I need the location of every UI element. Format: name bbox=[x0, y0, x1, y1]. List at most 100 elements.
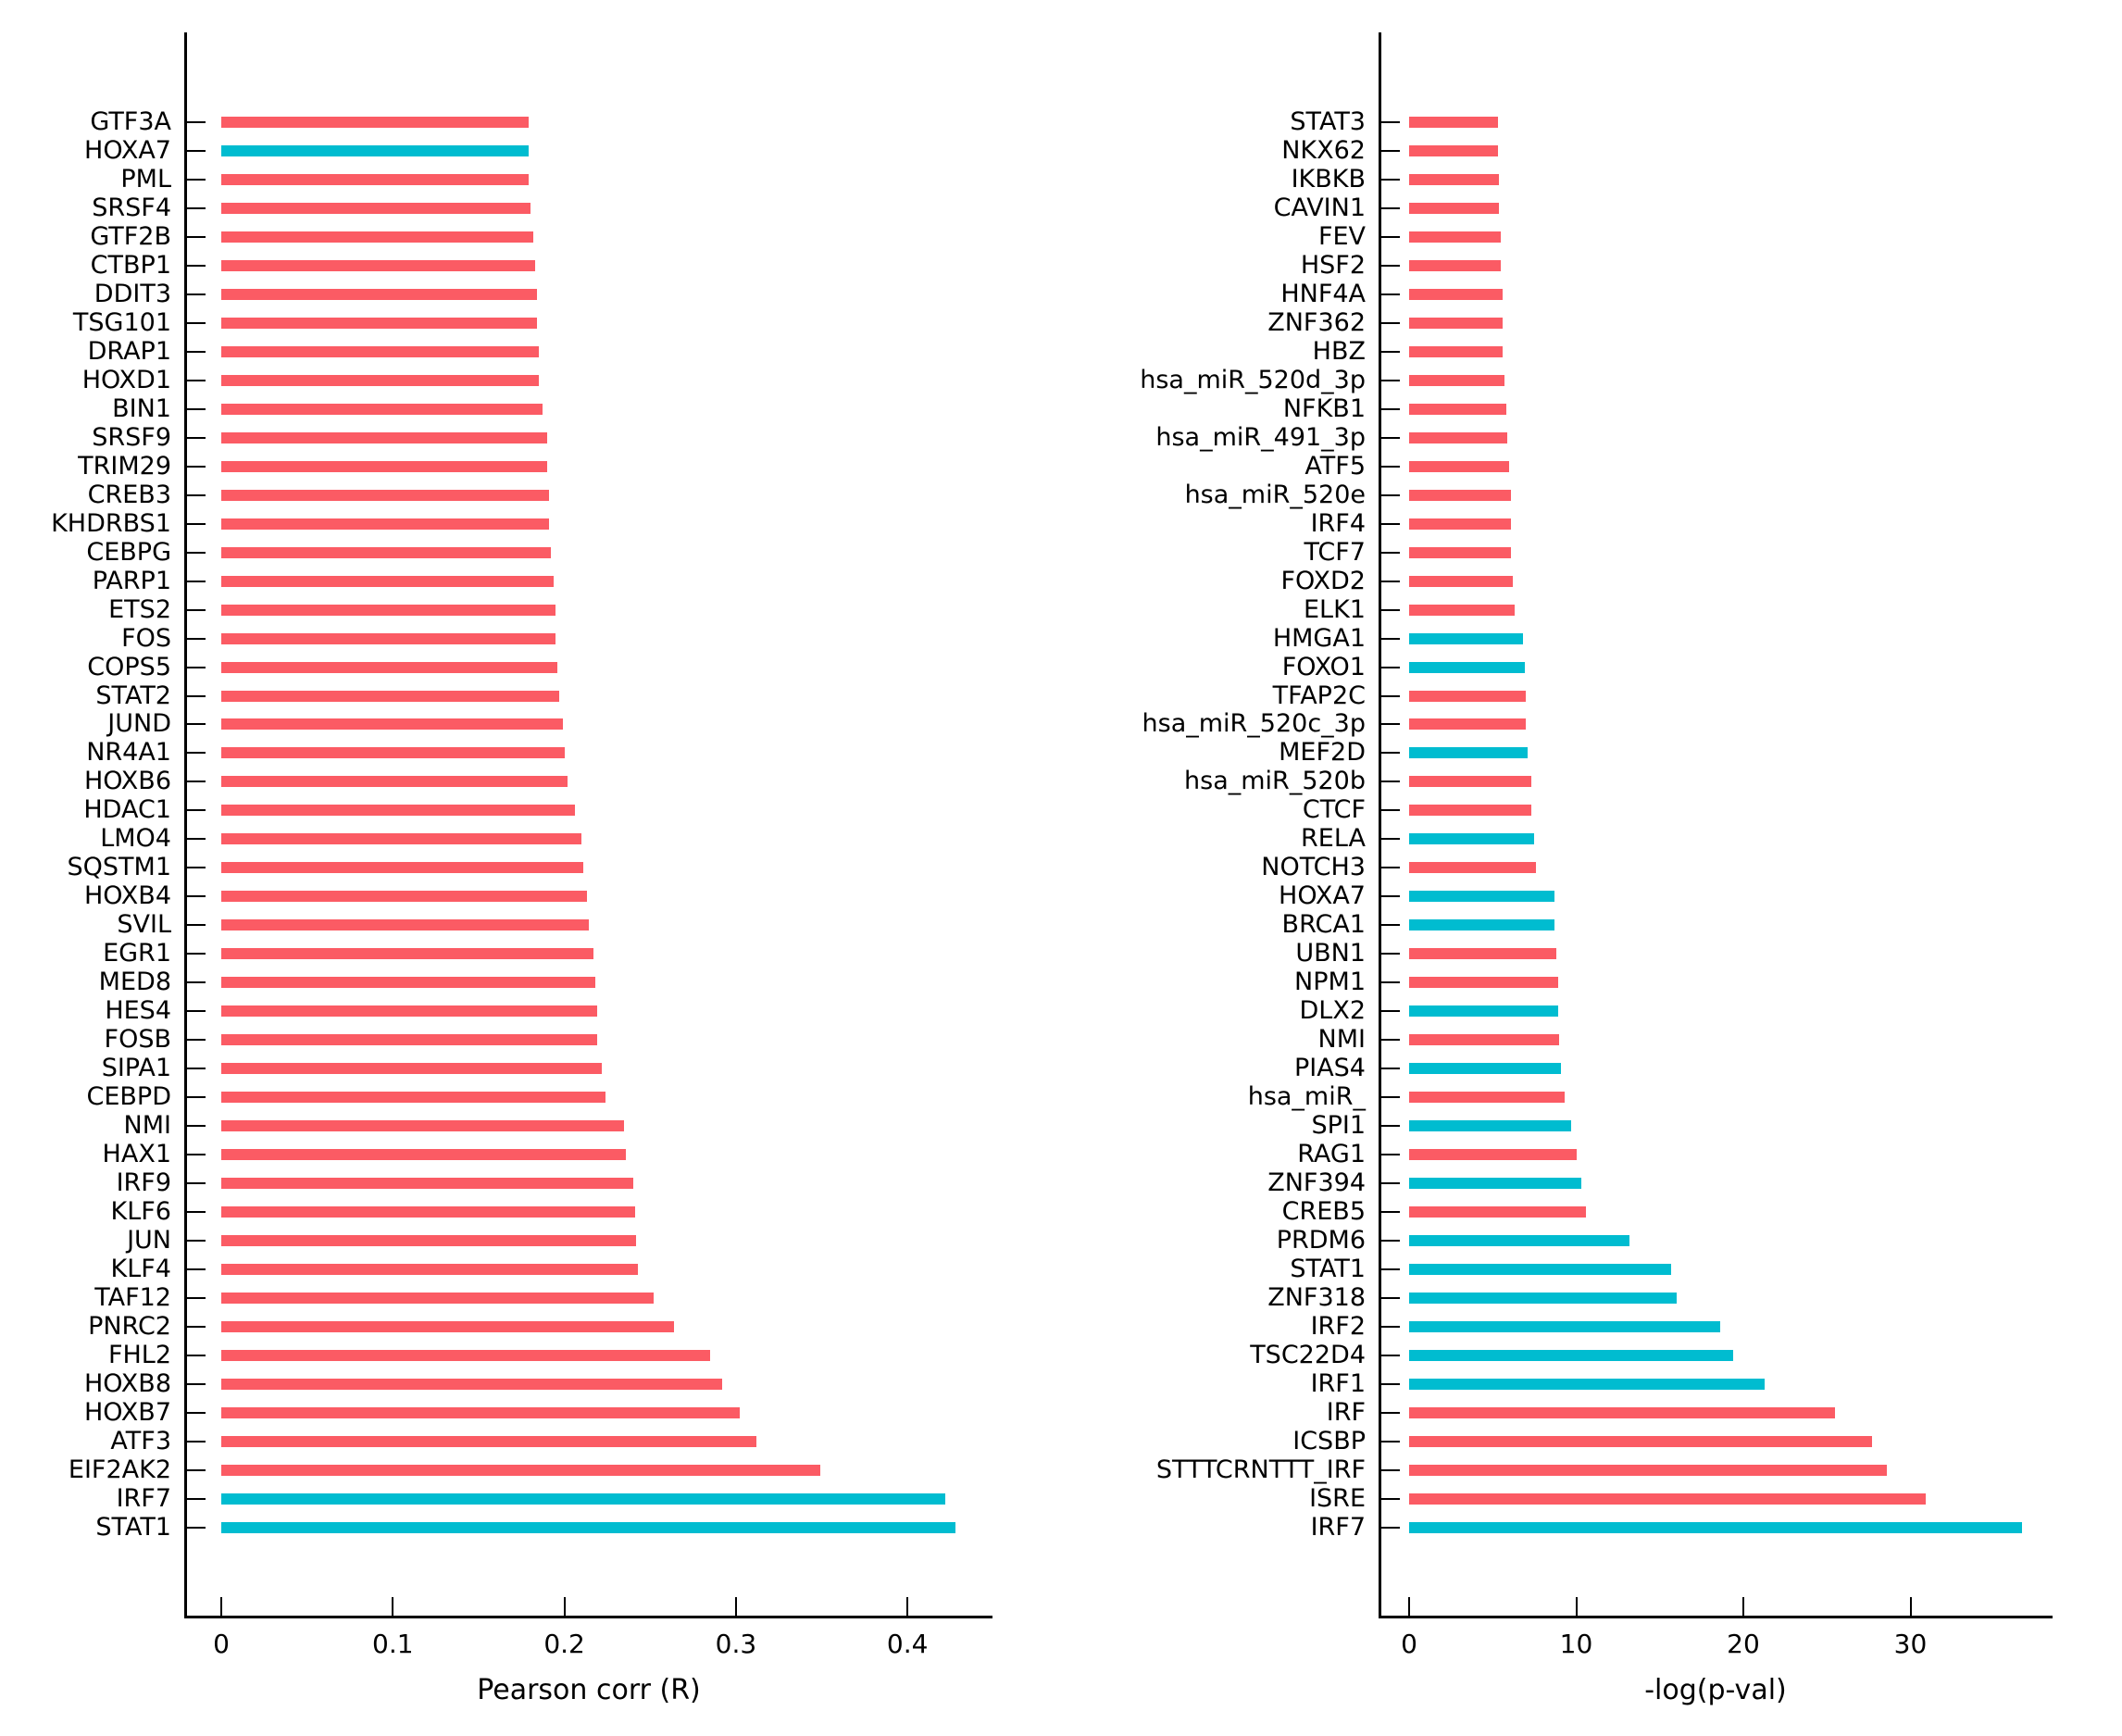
bar bbox=[221, 116, 529, 128]
y-tick-mark bbox=[1381, 953, 1400, 955]
category-label: ZNF318 bbox=[1267, 1283, 1366, 1313]
y-tick-mark bbox=[1381, 752, 1400, 755]
y-tick-mark bbox=[1381, 1125, 1400, 1128]
x-tick-mark bbox=[906, 1597, 909, 1616]
bar bbox=[1409, 1063, 1562, 1075]
category-label: ELK1 bbox=[1304, 594, 1366, 624]
y-tick-mark bbox=[187, 809, 206, 812]
y-tick-mark bbox=[1381, 1096, 1400, 1099]
bar bbox=[221, 1522, 956, 1534]
category-label: HES4 bbox=[105, 996, 171, 1026]
category-label: NKX62 bbox=[1281, 135, 1366, 165]
category-label: SVIL bbox=[117, 910, 171, 940]
x-tick-mark bbox=[220, 1597, 222, 1616]
y-tick-mark bbox=[1381, 293, 1400, 295]
y-tick-mark bbox=[1381, 149, 1400, 152]
bar bbox=[1409, 747, 1529, 759]
bar bbox=[221, 977, 595, 989]
y-tick-mark bbox=[187, 321, 206, 324]
category-label: DDIT3 bbox=[94, 279, 171, 308]
bar bbox=[1409, 1465, 1888, 1477]
bar bbox=[221, 1034, 597, 1046]
y-tick-mark bbox=[187, 522, 206, 525]
bar bbox=[1409, 833, 1535, 845]
y-tick-mark bbox=[187, 1211, 206, 1214]
bar bbox=[221, 144, 529, 156]
bar bbox=[1409, 288, 1504, 300]
category-label: hsa_miR_491_3p bbox=[1155, 422, 1366, 452]
y-tick-mark bbox=[187, 694, 206, 697]
category-label: CEBPD bbox=[86, 1082, 171, 1112]
bar bbox=[221, 747, 565, 759]
bar bbox=[221, 460, 548, 472]
bar bbox=[1409, 805, 1531, 817]
bar bbox=[1409, 1092, 1565, 1104]
y-tick-mark bbox=[187, 1527, 206, 1530]
bar bbox=[1409, 1206, 1587, 1218]
x-tick-mark bbox=[1575, 1597, 1578, 1616]
bar bbox=[221, 1063, 603, 1075]
category-label: HOXB4 bbox=[83, 881, 171, 911]
category-label: HBZ bbox=[1312, 336, 1366, 366]
category-label: HOXA7 bbox=[84, 135, 171, 165]
category-label: NR4A1 bbox=[86, 738, 171, 768]
y-tick-mark bbox=[187, 178, 206, 181]
category-label: EGR1 bbox=[103, 939, 171, 968]
y-tick-mark bbox=[187, 1068, 206, 1070]
category-label: FOS bbox=[121, 623, 171, 653]
x-axis-title-pearson: Pearson corr (R) bbox=[477, 1674, 701, 1706]
y-tick-mark bbox=[187, 551, 206, 554]
y-tick-mark bbox=[187, 293, 206, 295]
category-label: DRAP1 bbox=[87, 336, 171, 366]
category-label: hsa_miR_520e bbox=[1184, 480, 1366, 509]
y-tick-mark bbox=[1381, 981, 1400, 984]
category-label: STTTCRNTTT_IRF bbox=[1155, 1455, 1366, 1485]
bar bbox=[1409, 1120, 1572, 1132]
category-label: CTCF bbox=[1302, 795, 1366, 825]
category-label: SIPA1 bbox=[101, 1054, 171, 1083]
category-label: hsa_miR_520c_3p bbox=[1142, 709, 1366, 739]
y-tick-mark bbox=[1381, 350, 1400, 353]
y-tick-mark bbox=[187, 580, 206, 582]
category-label: TRIM29 bbox=[78, 451, 171, 481]
y-tick-mark bbox=[187, 264, 206, 267]
category-label: HOXB7 bbox=[83, 1398, 171, 1428]
bar bbox=[1409, 1178, 1581, 1190]
bar bbox=[1409, 374, 1504, 386]
category-label: STAT2 bbox=[95, 681, 171, 710]
bar bbox=[221, 891, 587, 903]
category-label: TAF12 bbox=[94, 1283, 171, 1313]
bar bbox=[1409, 1493, 1926, 1505]
category-label: EIF2AK2 bbox=[68, 1455, 171, 1485]
y-tick-mark bbox=[1381, 809, 1400, 812]
bar bbox=[1409, 661, 1525, 673]
bar bbox=[221, 173, 529, 185]
bar bbox=[1409, 575, 1513, 587]
category-label: SQSTM1 bbox=[67, 853, 172, 882]
y-tick-mark bbox=[1381, 522, 1400, 525]
category-label: MEF2D bbox=[1279, 738, 1366, 768]
x-tick-mark bbox=[1742, 1597, 1744, 1616]
category-label: PIAS4 bbox=[1293, 1054, 1366, 1083]
category-label: GTF3A bbox=[90, 106, 171, 136]
bar bbox=[221, 1092, 606, 1104]
y-axis-spine bbox=[1379, 32, 1381, 1618]
bar bbox=[1409, 1522, 2023, 1534]
y-tick-mark bbox=[187, 1096, 206, 1099]
bar bbox=[1409, 1321, 1720, 1333]
category-label: IRF7 bbox=[1310, 1513, 1366, 1542]
category-label: KLF6 bbox=[110, 1197, 171, 1227]
category-label: LMO4 bbox=[100, 824, 171, 854]
bar bbox=[221, 1407, 740, 1419]
y-tick-mark bbox=[187, 1297, 206, 1300]
bar bbox=[221, 862, 583, 874]
category-label: PARP1 bbox=[92, 566, 171, 595]
y-tick-mark bbox=[1381, 1469, 1400, 1472]
bar bbox=[221, 1293, 654, 1305]
y-tick-mark bbox=[1381, 1268, 1400, 1271]
y-tick-mark bbox=[187, 436, 206, 439]
category-label: HAX1 bbox=[102, 1140, 171, 1169]
y-tick-mark bbox=[1381, 178, 1400, 181]
bar bbox=[221, 833, 582, 845]
x-axis-title-logpval: -log(p-val) bbox=[1644, 1674, 1787, 1706]
